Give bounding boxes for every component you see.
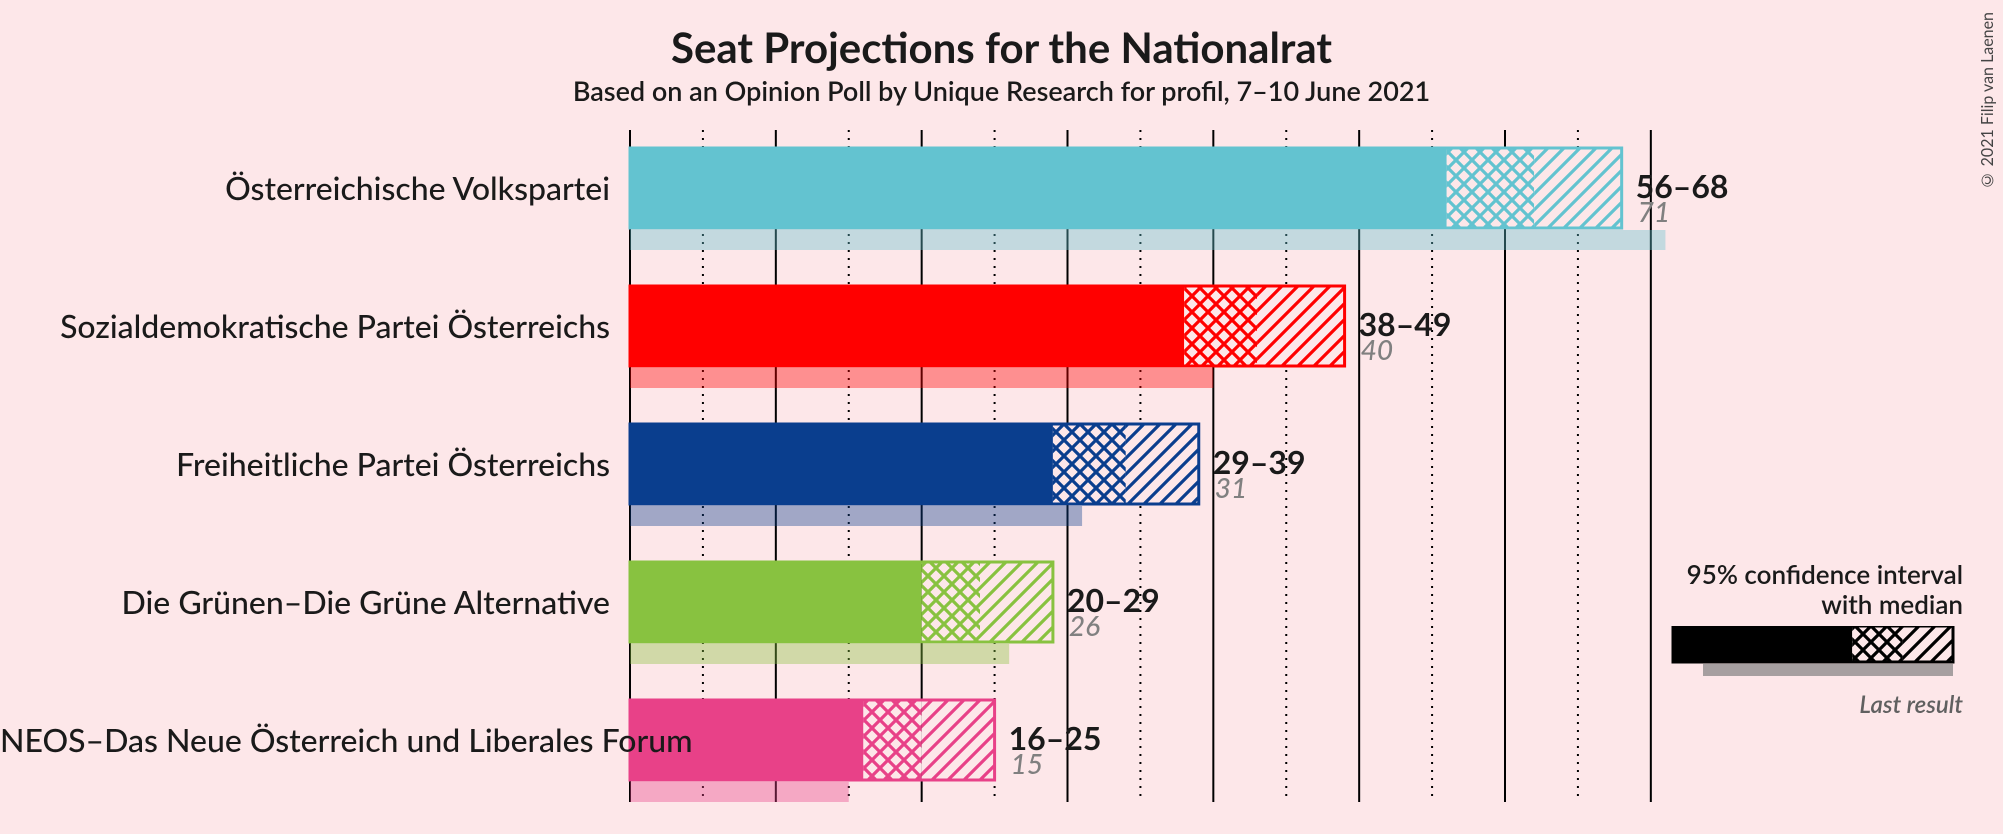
legend: 95% confidence intervalwith median Last r… — [1663, 560, 1963, 719]
legend-title-line2: with median — [1663, 590, 1963, 620]
party-label: Freiheitliche Partei Österreichs — [0, 444, 610, 483]
party-bar — [630, 286, 1345, 388]
party-bar — [630, 424, 1199, 526]
party-label: Österreichische Volkspartei — [0, 168, 610, 207]
party-label: Die Grünen–Die Grüne Alternative — [0, 582, 610, 621]
legend-last-text: Last result — [1663, 690, 1963, 719]
party-bar — [630, 148, 1665, 250]
legend-title-line1: 95% confidence interval — [1663, 560, 1963, 590]
party-label: NEOS–Das Neue Österreich und Liberales F… — [0, 720, 610, 759]
last-result-label: 40 — [1361, 332, 1393, 366]
last-result-label: 71 — [1638, 194, 1670, 228]
last-result-label: 31 — [1215, 470, 1247, 504]
last-result-label: 15 — [1011, 746, 1043, 780]
last-result-label: 26 — [1069, 608, 1100, 642]
party-bar — [630, 562, 1053, 664]
legend-bar — [1663, 626, 1963, 684]
party-label: Sozialdemokratische Partei Österreichs — [0, 306, 610, 345]
